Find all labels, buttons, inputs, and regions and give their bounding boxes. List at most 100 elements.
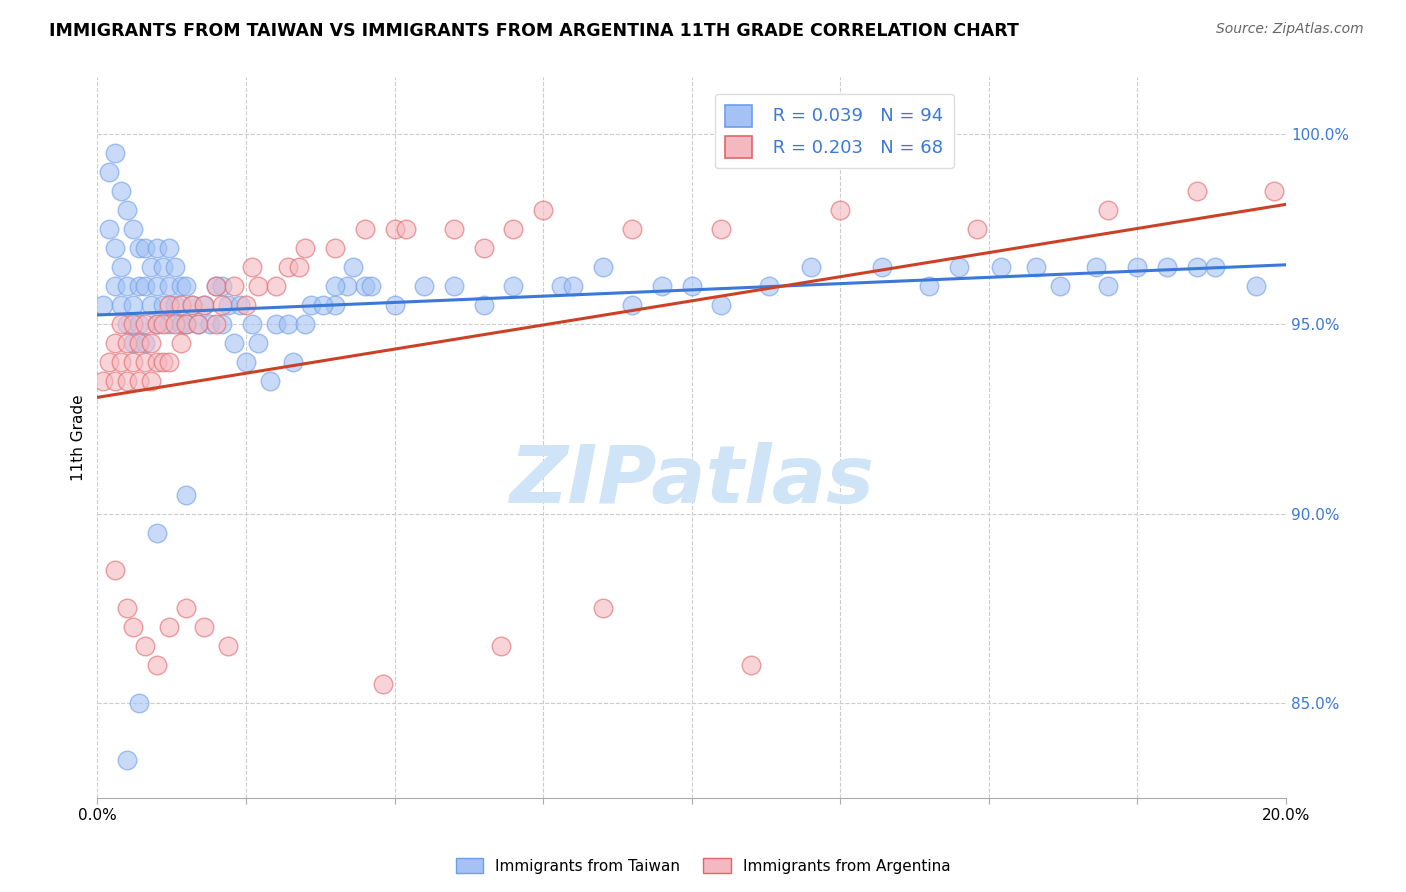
Point [222,279,245,293]
Point [122,298,145,312]
Point [264,279,287,293]
Point [323,241,346,255]
Point [312,298,335,312]
Point [1049,279,1071,293]
Point [222,335,245,350]
Point [169,298,191,312]
Point [621,298,644,312]
Point [990,260,1012,274]
Text: ZIPatlas: ZIPatlas [509,442,875,520]
Point [169,317,191,331]
Point [288,260,311,274]
Point [360,279,382,293]
Point [1185,184,1208,198]
Point [128,317,150,331]
Point [122,222,145,236]
Point [193,620,215,634]
Point [1204,260,1226,274]
Point [246,279,269,293]
Point [104,374,127,388]
Point [235,355,257,369]
Point [353,222,375,236]
Point [342,260,364,274]
Point [122,620,145,634]
Point [134,241,156,255]
Point [740,658,762,673]
Point [104,335,127,350]
Point [1185,260,1208,274]
Point [157,620,180,634]
Point [110,317,132,331]
Point [710,222,733,236]
Point [259,374,281,388]
Point [176,279,198,293]
Point [1097,203,1119,218]
Point [181,298,204,312]
Point [1126,260,1149,274]
Point [217,640,239,654]
Point [169,279,191,293]
Point [240,317,263,331]
Point [128,335,150,350]
Point [91,374,114,388]
Point [531,203,554,218]
Point [592,601,614,615]
Point [472,298,495,312]
Point [176,601,198,615]
Point [710,298,733,312]
Point [472,241,495,255]
Point [294,241,316,255]
Point [1263,184,1285,198]
Point [122,355,145,369]
Point [139,374,162,388]
Point [176,317,198,331]
Point [146,658,169,673]
Point [413,279,436,293]
Point [323,298,346,312]
Point [264,317,287,331]
Point [395,222,418,236]
Point [163,317,186,331]
Point [134,317,156,331]
Point [134,355,156,369]
Point [235,298,257,312]
Point [115,753,138,767]
Point [336,279,359,293]
Point [1097,279,1119,293]
Point [681,279,703,293]
Point [104,564,127,578]
Point [502,222,524,236]
Point [948,260,970,274]
Point [110,260,132,274]
Point [211,317,233,331]
Point [550,279,572,293]
Point [134,640,156,654]
Point [139,298,162,312]
Point [104,146,127,161]
Point [139,260,162,274]
Point [176,488,198,502]
Point [115,374,138,388]
Point [122,317,145,331]
Point [110,298,132,312]
Point [157,241,180,255]
Point [323,279,346,293]
Point [146,241,169,255]
Point [799,260,821,274]
Point [110,355,132,369]
Point [1156,260,1178,274]
Point [115,601,138,615]
Point [163,260,186,274]
Point [115,279,138,293]
Point [134,335,156,350]
Y-axis label: 11th Grade: 11th Grade [72,394,86,481]
Point [110,184,132,198]
Point [1244,279,1267,293]
Point [152,317,174,331]
Point [491,640,513,654]
Legend:  R = 0.039   N = 94,  R = 0.203   N = 68: R = 0.039 N = 94, R = 0.203 N = 68 [714,94,955,169]
Point [240,260,263,274]
Point [152,355,174,369]
Point [205,317,228,331]
Point [283,355,305,369]
